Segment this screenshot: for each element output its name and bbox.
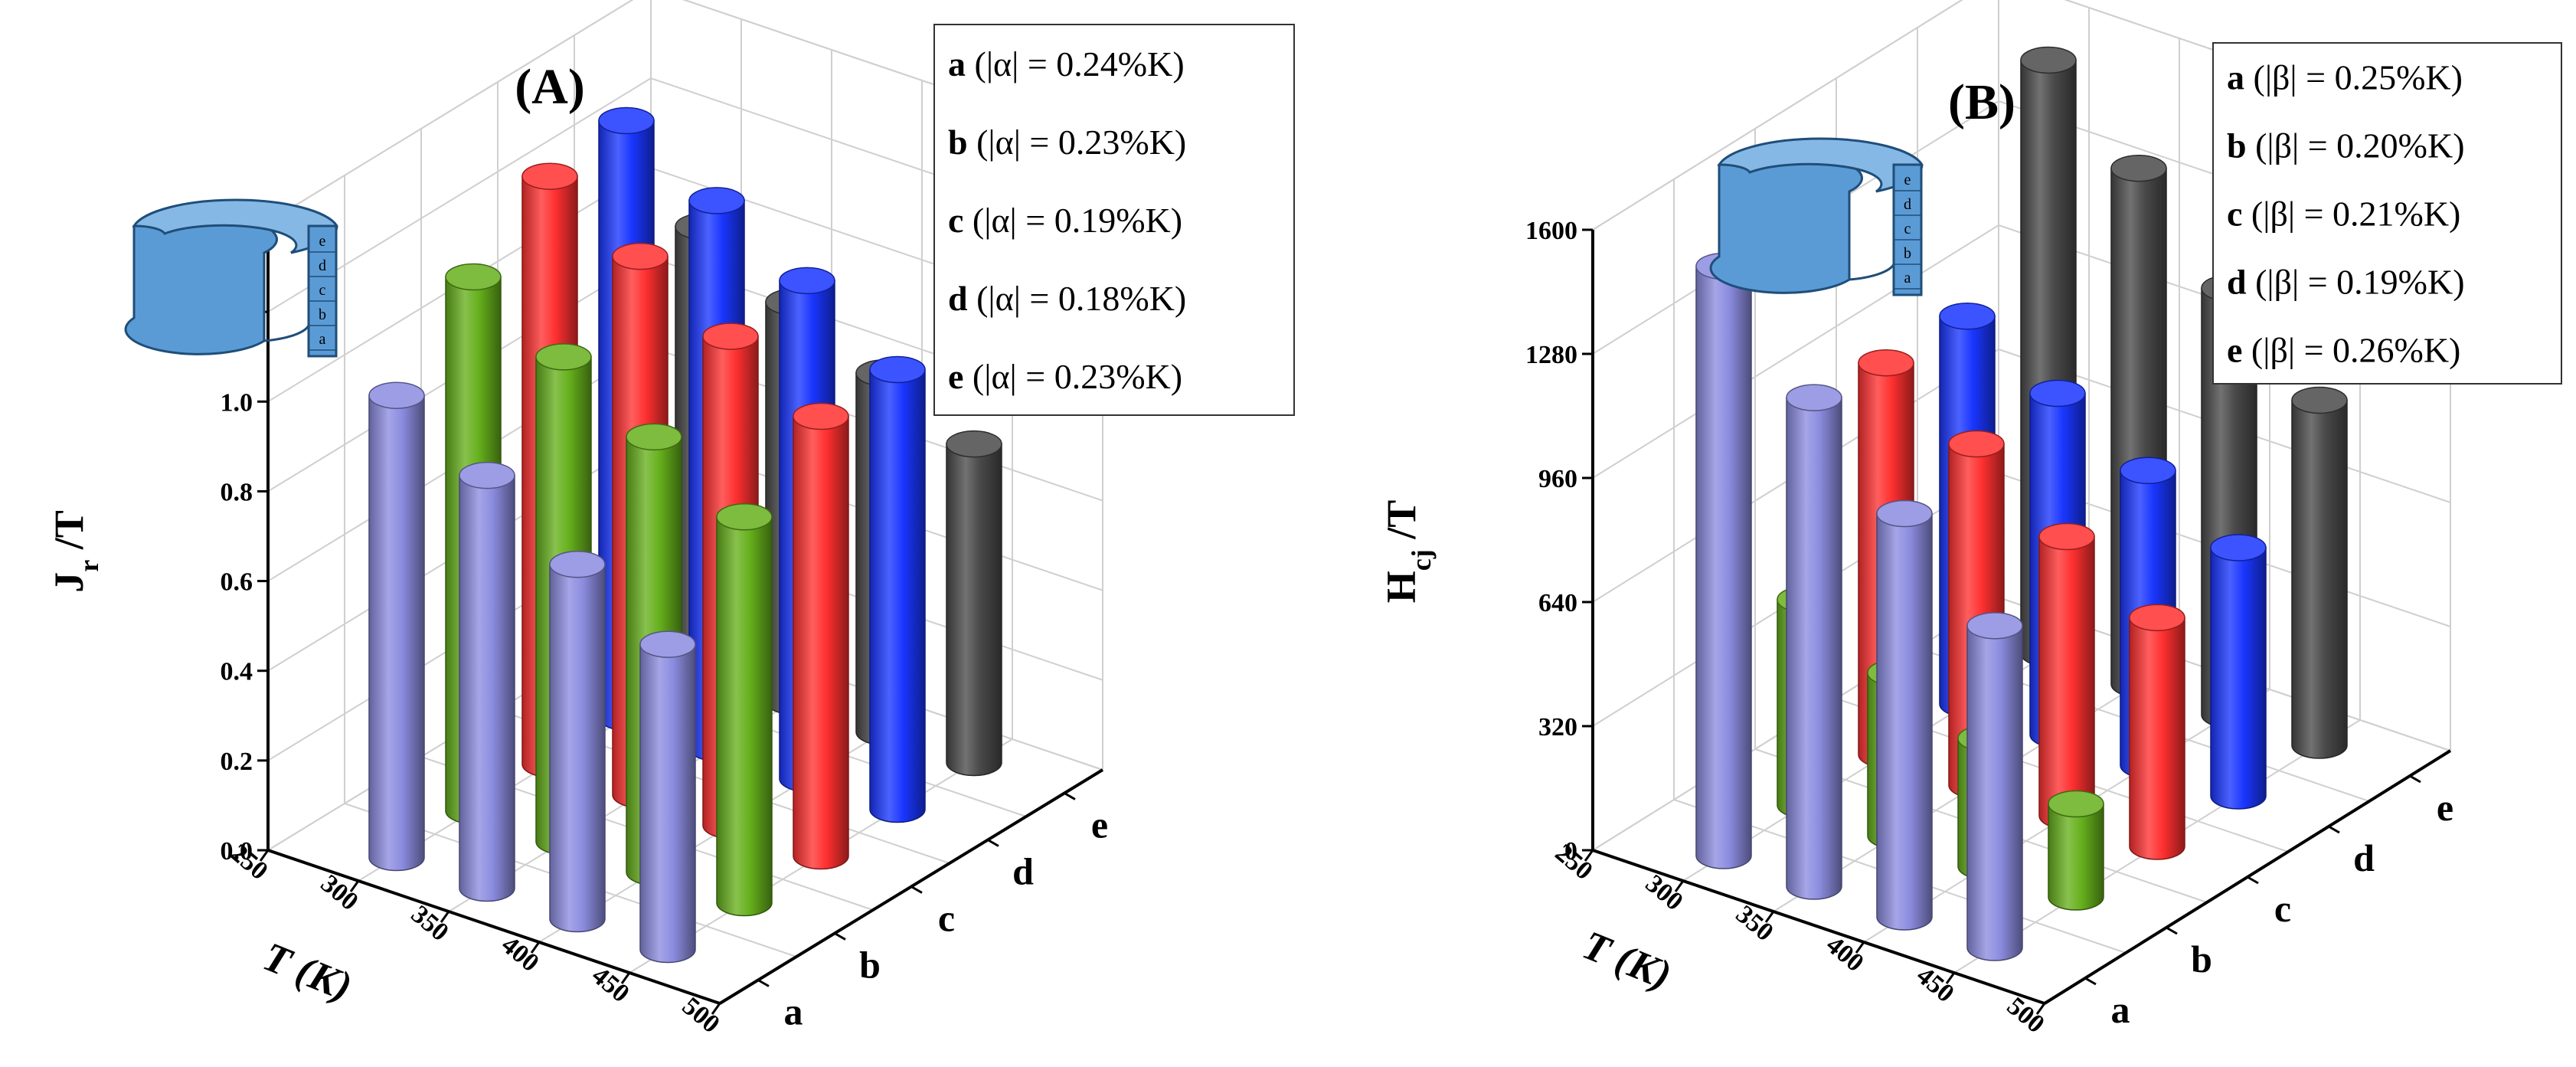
ring-segment-label: d — [319, 257, 326, 274]
category-label: a — [2111, 988, 2130, 1031]
x-tick-label: 400 — [496, 931, 544, 977]
bar-a-450 — [639, 630, 696, 964]
z-tick-label: 640 — [1538, 589, 1577, 617]
x-tick-label: 350 — [406, 900, 454, 947]
z-axis-title: Jr /T — [46, 510, 104, 593]
legend-entry: a (|α| = 0.24%K) — [948, 44, 1185, 83]
x-axis-title: T (K) — [257, 933, 358, 1010]
legend-entry: c (|β| = 0.21%K) — [2227, 195, 2460, 234]
z-axis-title: Hcj /T — [1378, 500, 1437, 604]
x-tick-label: 500 — [677, 992, 725, 1039]
z-tick-label: 0 — [1564, 837, 1577, 866]
z-tick-label: 320 — [1538, 713, 1577, 741]
legend: a (|α| = 0.24%K) b (|α| = 0.23%K) c (|α| =… — [933, 24, 1295, 416]
z-tick-label: 0.6 — [221, 568, 253, 597]
chart-panel-a: 0.00.20.40.60.81.01.21.42503003504004505… — [46, 0, 1295, 1039]
ring-segment-label: a — [319, 331, 326, 348]
ring-segment-label: c — [1904, 221, 1911, 237]
legend-entry: b (|β| = 0.20%K) — [2227, 126, 2465, 165]
bars — [368, 106, 1002, 964]
category-label: a — [784, 990, 803, 1033]
x-tick-label: 300 — [315, 869, 364, 916]
z-tick-label: 0.0 — [221, 837, 253, 866]
bar-e-450 — [2291, 386, 2348, 759]
bar-b-450 — [716, 503, 773, 917]
bar-a-350 — [459, 461, 515, 902]
x-tick-label: 350 — [1731, 900, 1779, 947]
z-tick-label: 0.8 — [221, 478, 253, 506]
bar-c-450 — [2129, 604, 2185, 860]
bar-e-450 — [946, 430, 1002, 777]
bar-d-450 — [869, 355, 926, 823]
x-tick-label: 250 — [1550, 839, 1598, 885]
category-label: e — [2437, 786, 2453, 829]
x-tick-label: 300 — [1640, 869, 1688, 916]
category-label: d — [2353, 836, 2375, 879]
bar-a-400 — [1876, 499, 1933, 931]
ring-segment-label: b — [319, 306, 326, 323]
bar-a-400 — [549, 551, 606, 933]
bars — [1695, 46, 2348, 961]
x-axis-title: T (K) — [1577, 921, 1678, 998]
category-label: b — [2191, 938, 2212, 980]
category-label: c — [2274, 887, 2291, 930]
legend-entry: d (|α| = 0.18%K) — [948, 279, 1186, 318]
z-tick-label: 0.2 — [221, 748, 253, 776]
panel-label: (A) — [515, 59, 585, 115]
z-tick-label: 960 — [1538, 465, 1577, 493]
panel-label: (B) — [1948, 74, 2015, 130]
bar-a-300 — [368, 381, 425, 872]
legend-entry: e (|α| = 0.23%K) — [948, 357, 1182, 396]
z-tick-label: 1.0 — [221, 388, 253, 417]
x-tick-label: 450 — [1911, 961, 1960, 1008]
bar-b-450 — [2048, 790, 2104, 911]
bar-d-450 — [2210, 534, 2267, 810]
bar-a-300 — [1695, 252, 1752, 869]
x-tick-label: 500 — [2002, 992, 2050, 1039]
ring-segment-label: e — [319, 233, 326, 250]
ring-segment-label: d — [1904, 196, 1911, 213]
bar-c-400 — [2038, 522, 2095, 830]
bar-c-450 — [793, 402, 849, 870]
legend-entry: b (|α| = 0.23%K) — [948, 123, 1186, 162]
category-label: b — [859, 944, 881, 987]
z-tick-label: 1600 — [1525, 217, 1577, 245]
legend-entry: e (|β| = 0.26%K) — [2227, 331, 2460, 370]
ring-segment-label: a — [1904, 270, 1911, 286]
z-tick-label: 1280 — [1525, 341, 1577, 369]
legend-entry: c (|α| = 0.19%K) — [948, 201, 1182, 240]
legend: a (|β| = 0.25%K) b (|β| = 0.20%K) c (|β| =… — [2212, 42, 2562, 385]
bar-a-350 — [1786, 384, 1842, 900]
category-label: c — [938, 897, 955, 940]
ring-segment-label: c — [319, 282, 326, 299]
x-tick-label: 400 — [1821, 931, 1869, 977]
ring-segment-label: b — [1904, 245, 1911, 262]
legend-entry: d (|β| = 0.19%K) — [2227, 263, 2465, 302]
x-tick-label: 450 — [587, 961, 635, 1008]
category-label: d — [1012, 850, 1034, 893]
ring-segment-label: e — [1904, 172, 1911, 188]
category-label: e — [1091, 804, 1108, 846]
legend-entry: a (|β| = 0.25%K) — [2227, 58, 2463, 97]
bar-a-450 — [1966, 612, 2023, 961]
z-tick-label: 0.4 — [221, 658, 253, 686]
